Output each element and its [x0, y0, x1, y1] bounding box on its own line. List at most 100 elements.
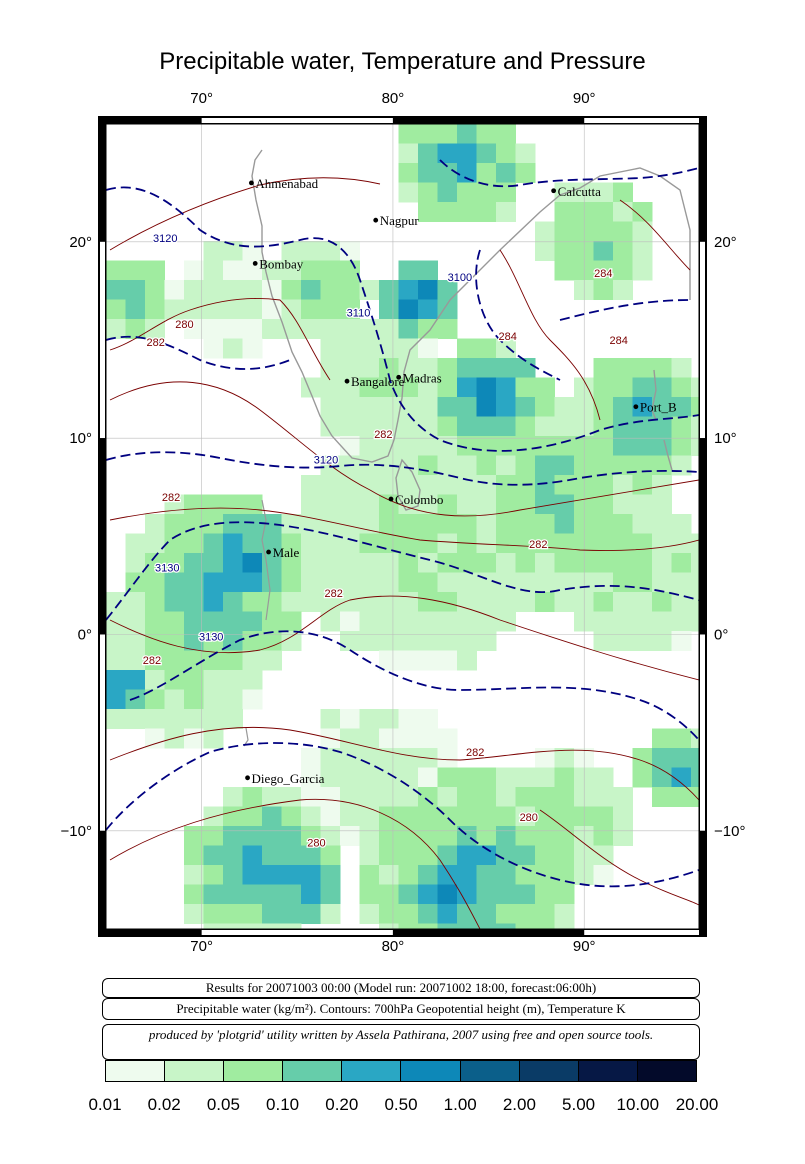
- pw-cell: [203, 319, 224, 339]
- pw-cell: [145, 260, 165, 281]
- city-dot: [248, 180, 254, 186]
- pw-cell: [496, 923, 516, 929]
- pw-cell: [515, 143, 536, 164]
- pw-cell: [281, 787, 302, 807]
- pw-cell: [418, 436, 438, 456]
- pw-cell: [613, 182, 633, 203]
- pw-cell: [691, 397, 699, 417]
- pw-cell: [535, 572, 555, 593]
- pw-cell: [535, 416, 555, 437]
- pw-cell: [398, 767, 419, 788]
- pw-cell: [496, 787, 516, 807]
- pw-cell: [476, 494, 497, 515]
- pw-cell: [164, 553, 185, 573]
- pw-cell: [496, 806, 516, 827]
- pw-cell: [203, 689, 224, 710]
- pw-cell: [281, 904, 302, 924]
- pw-cell: [437, 143, 458, 164]
- pw-cell: [359, 397, 380, 417]
- pw-cell: [613, 514, 633, 534]
- pw-cell: [320, 748, 341, 768]
- pw-cell: [301, 260, 321, 281]
- pw-cell: [242, 806, 263, 827]
- pw-cell: [262, 884, 282, 905]
- pw-cell: [652, 631, 672, 651]
- pw-cell: [457, 806, 477, 827]
- pw-cell: [496, 358, 516, 378]
- frame-tick-bar: [100, 124, 105, 242]
- pw-cell: [184, 494, 204, 515]
- pw-cell: [262, 319, 282, 339]
- pw-cell: [320, 767, 341, 788]
- pw-cell: [632, 377, 653, 398]
- pw-cell: [671, 748, 692, 768]
- pw-cell: [437, 475, 458, 495]
- pw-cell: [223, 884, 243, 905]
- pw-cell: [535, 494, 555, 515]
- color-scale-swatch: [165, 1061, 225, 1081]
- pw-cell: [301, 319, 321, 339]
- pw-cell: [262, 280, 282, 300]
- pw-cell: [242, 787, 263, 807]
- pw-cell: [671, 377, 692, 398]
- pw-cell: [418, 377, 438, 398]
- pw-cell: [632, 748, 653, 768]
- pw-cell: [379, 826, 399, 846]
- pw-cell: [515, 436, 536, 456]
- pw-cell: [379, 514, 399, 534]
- pw-cell: [476, 143, 497, 164]
- color-scale-bar: [105, 1060, 697, 1082]
- pw-cell: [242, 553, 263, 573]
- pw-cell: [379, 494, 399, 515]
- results-caption: Results for 20071003 00:00 (Model run: 2…: [102, 978, 700, 998]
- pw-cell: [613, 260, 633, 281]
- city-dot: [245, 775, 250, 781]
- frame-tick-bar: [700, 634, 705, 831]
- pw-cell: [125, 592, 146, 612]
- pw-cell: [242, 845, 263, 866]
- pw-cell: [691, 533, 699, 554]
- pw-cell: [476, 904, 497, 924]
- pw-cell: [106, 319, 126, 339]
- color-scale-label: 1.00: [443, 1095, 477, 1114]
- pw-cell: [496, 611, 516, 632]
- temperature-contour-label: 282: [147, 337, 165, 349]
- pw-cell: [145, 299, 165, 320]
- pw-cell: [418, 650, 438, 671]
- pw-cell: [457, 650, 477, 671]
- pw-cell: [203, 884, 224, 905]
- pw-cell: [320, 416, 341, 437]
- pw-cell: [125, 650, 146, 671]
- pw-cell: [593, 806, 614, 827]
- pw-cell: [125, 611, 146, 632]
- color-scale-swatch: [342, 1061, 402, 1081]
- pw-cell: [496, 143, 516, 164]
- color-scale-swatch: [283, 1061, 343, 1081]
- pw-cell: [554, 845, 575, 866]
- pw-cell: [398, 572, 419, 593]
- pw-cell: [301, 748, 321, 768]
- pw-cell: [437, 904, 458, 924]
- pw-cell: [203, 865, 224, 885]
- pw-cell: [671, 436, 692, 456]
- pw-cell: [301, 553, 321, 573]
- height-contour-label: 3110: [347, 307, 371, 319]
- pw-cell: [632, 533, 653, 554]
- pw-cell: [554, 806, 575, 827]
- pw-cell: [457, 592, 477, 612]
- pw-cell: [593, 845, 614, 866]
- precipitable-water-cells: [106, 124, 699, 929]
- pw-cell: [379, 319, 399, 339]
- pw-cell: [632, 514, 653, 534]
- pw-cell: [496, 182, 516, 203]
- pw-cell: [554, 182, 575, 203]
- pw-cell: [554, 241, 575, 261]
- pw-cell: [515, 358, 536, 378]
- pw-cell: [418, 182, 438, 203]
- pw-cell: [379, 767, 399, 788]
- pw-cell: [632, 611, 653, 632]
- pw-cell: [320, 904, 341, 924]
- pw-cell: [223, 553, 243, 573]
- temperature-contour-label: 282: [529, 539, 547, 551]
